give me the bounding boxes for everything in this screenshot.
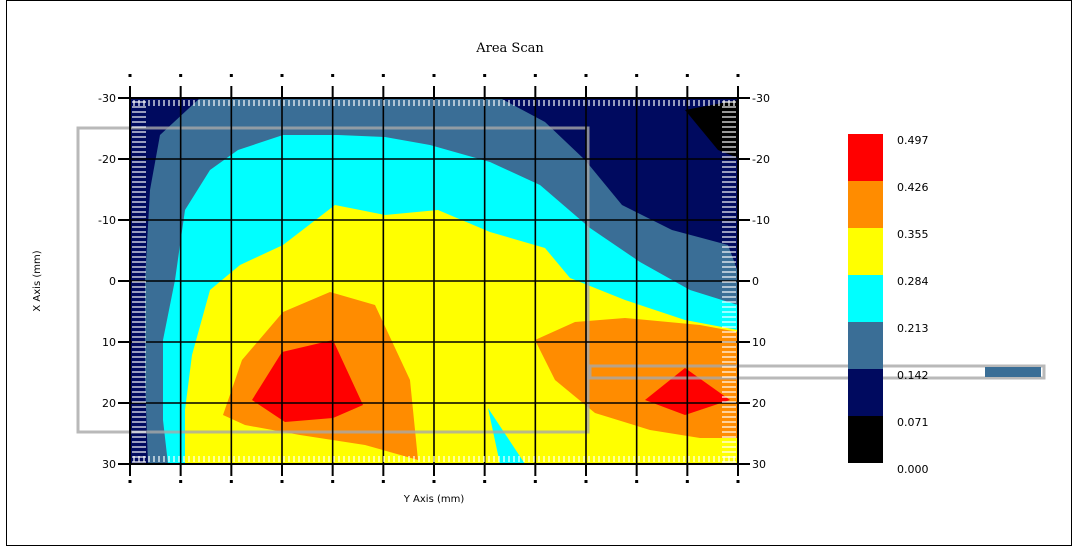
tick-label-bottom <box>280 480 284 483</box>
tick-label-top <box>685 74 689 77</box>
tick-label-top <box>381 74 385 77</box>
tick-label-bottom <box>635 480 639 483</box>
legend-swatch <box>848 275 883 322</box>
y-tick-label-left: 10 <box>102 336 116 349</box>
y-tick-label-right: 20 <box>752 397 766 410</box>
tick-label-top <box>128 74 132 77</box>
legend-level-label: 0.213 <box>897 322 929 335</box>
tick-label-bottom <box>331 480 335 483</box>
y-axis-label: X Axis (mm) <box>32 250 43 311</box>
legend-level-label: 0.284 <box>897 275 929 288</box>
legend-level-label: 0.071 <box>897 416 929 429</box>
legend-swatch <box>848 228 883 275</box>
y-tick-label-right: -20 <box>752 153 770 166</box>
y-tick-label-left: 20 <box>102 397 116 410</box>
tick-label-bottom <box>128 480 132 483</box>
y-tick-label-right: 30 <box>752 458 766 471</box>
contour-band-red-left <box>252 340 363 422</box>
tick-label-top <box>584 74 588 77</box>
tick-label-top <box>432 74 436 77</box>
tick-label-bottom <box>685 480 689 483</box>
legend-swatch <box>848 369 883 416</box>
y-tick-label-right: -10 <box>752 214 770 227</box>
tick-label-bottom <box>381 480 385 483</box>
tick-label-top <box>736 74 740 77</box>
tick-label-bottom <box>179 480 183 483</box>
contour-band-black-corner <box>685 100 738 158</box>
legend-swatch <box>848 416 883 463</box>
legend-level-label: 0.497 <box>897 134 929 147</box>
tick-label-top <box>179 74 183 77</box>
grid-lines <box>130 98 738 464</box>
legend-level-label: 0.000 <box>897 463 929 476</box>
y-tick-label-left: 30 <box>102 458 116 471</box>
x-axis-label: Y Axis (mm) <box>403 494 465 505</box>
legend-level-label: 0.426 <box>897 181 929 194</box>
y-tick-label-left: -20 <box>98 153 116 166</box>
tick-label-top <box>483 74 487 77</box>
tick-label-top <box>635 74 639 77</box>
y-tick-label-right: -30 <box>752 92 770 105</box>
legend-swatch <box>848 134 883 181</box>
color-legend: 0.497 0.426 0.355 0.284 0.213 0.142 0.071 0.000 <box>848 134 929 476</box>
tick-label-bottom <box>736 480 740 483</box>
legend-swatch <box>848 181 883 228</box>
tick-label-bottom <box>584 480 588 483</box>
chart-title: Area Scan <box>475 41 544 56</box>
y-tick-label-right: 10 <box>752 336 766 349</box>
legend-level-label: 0.142 <box>897 369 929 382</box>
y-tick-label-left: -10 <box>98 214 116 227</box>
tick-label-bottom <box>229 480 233 483</box>
tick-label-bottom <box>483 480 487 483</box>
legend-swatch <box>848 322 883 369</box>
probe-outline-right <box>588 364 1046 380</box>
tick-label-top <box>331 74 335 77</box>
tick-label-top <box>533 74 537 77</box>
y-tick-label-left: 0 <box>109 275 116 288</box>
tick-label-bottom <box>533 480 537 483</box>
legend-level-label: 0.355 <box>897 228 929 241</box>
probe-connector <box>985 367 1041 377</box>
tick-label-top <box>280 74 284 77</box>
axis-ticks: -30 -30 -20 -20 -10 -10 0 0 10 10 20 20 30 30 <box>98 74 770 483</box>
y-tick-label-right: 0 <box>752 275 759 288</box>
tick-label-bottom <box>432 480 436 483</box>
tick-label-top <box>229 74 233 77</box>
y-tick-label-left: -30 <box>98 92 116 105</box>
